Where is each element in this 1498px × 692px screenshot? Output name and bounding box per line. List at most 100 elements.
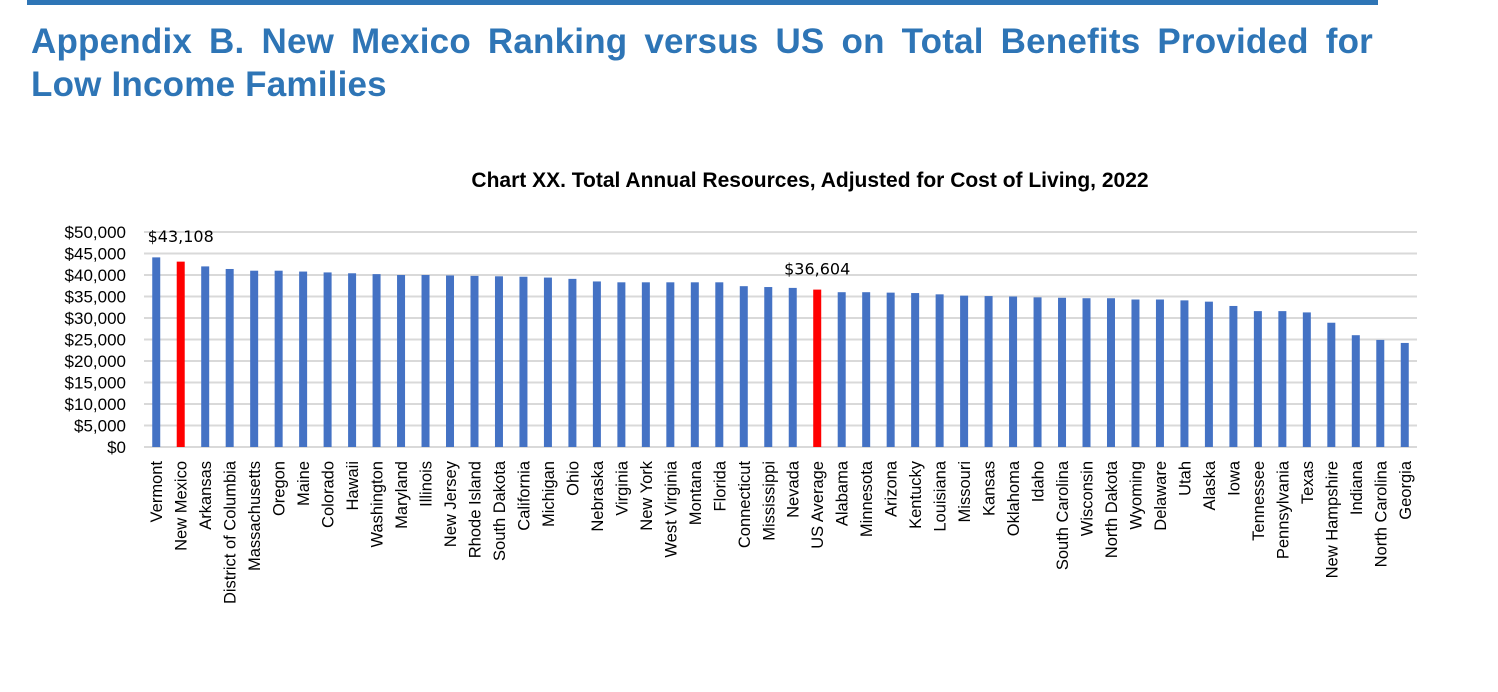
bar-missouri xyxy=(960,295,969,447)
bar-nevada xyxy=(788,287,797,447)
bar-new-hampshire xyxy=(1327,322,1336,447)
bar-oklahoma xyxy=(1009,296,1018,447)
x-tick-label: Rhode Island xyxy=(466,461,484,558)
bar-oregon xyxy=(274,270,283,447)
bar-south-carolina xyxy=(1058,297,1067,447)
x-tick-label: Indiana xyxy=(1348,460,1366,515)
x-tick-label: North Dakota xyxy=(1103,460,1121,558)
x-tick-label: Alaska xyxy=(1201,460,1219,510)
x-tick-label: Maine xyxy=(295,461,313,506)
bar-arizona xyxy=(886,292,895,447)
x-tick-label: Michigan xyxy=(540,461,558,527)
x-tick-label: North Carolina xyxy=(1372,460,1390,567)
bar-iowa xyxy=(1229,305,1238,447)
header-rule xyxy=(27,0,1378,5)
x-tick-label: Tennessee xyxy=(1250,461,1268,541)
bar-wisconsin xyxy=(1082,298,1091,447)
x-tick-label: Nevada xyxy=(785,460,803,518)
y-tick-label: $5,000 xyxy=(74,417,126,436)
bar-massachusetts xyxy=(250,270,259,447)
x-tick-label: Illinois xyxy=(418,461,436,507)
x-tick-label: Minnesota xyxy=(858,460,876,537)
bar-maryland xyxy=(397,275,406,447)
x-tick-label: New York xyxy=(638,460,656,530)
bar-north-dakota xyxy=(1106,298,1115,447)
bar-colorado xyxy=(323,272,332,447)
y-tick-label: $10,000 xyxy=(65,395,126,414)
x-tick-label: Washington xyxy=(369,461,387,548)
y-tick-label: $0 xyxy=(107,438,126,457)
x-tick-label: Vermont xyxy=(148,461,166,523)
x-tick-label: Arizona xyxy=(883,460,901,517)
bar-alaska xyxy=(1204,301,1213,447)
x-axis-tick-labels: Vermont New Mexico Arkansas District of Col… xyxy=(148,460,1415,604)
x-tick-label: New Mexico xyxy=(173,461,191,551)
bar-kansas xyxy=(984,296,993,447)
bar-alabama xyxy=(837,292,846,447)
bar-district-of-columbia xyxy=(225,268,234,447)
bar-minnesota xyxy=(862,292,871,447)
x-tick-label: Texas xyxy=(1299,461,1317,504)
bar-mississippi xyxy=(764,287,773,447)
x-tick-label: District of Columbia xyxy=(222,460,240,604)
x-tick-label: Delaware xyxy=(1152,461,1170,531)
x-tick-label: Pennsylvania xyxy=(1274,460,1292,559)
x-tick-label: South Dakota xyxy=(491,460,509,561)
x-tick-label: Kentucky xyxy=(907,460,925,529)
bar-indiana xyxy=(1351,335,1360,447)
bar-new-mexico xyxy=(176,261,185,447)
x-tick-label: Connecticut xyxy=(736,461,754,549)
bar-tennessee xyxy=(1253,311,1262,447)
bar-delaware xyxy=(1155,299,1164,447)
x-tick-label: Nebraska xyxy=(589,460,607,531)
bar-texas xyxy=(1302,312,1311,447)
y-tick-label: $40,000 xyxy=(65,266,126,285)
x-tick-label: Virginia xyxy=(613,460,631,516)
x-tick-label: Alabama xyxy=(834,460,852,526)
x-tick-label: New Hampshire xyxy=(1323,461,1341,578)
bar-florida xyxy=(715,282,724,447)
bar-utah xyxy=(1180,300,1189,447)
x-tick-label: Hawaii xyxy=(344,461,362,511)
bar-rhode-island xyxy=(470,275,479,447)
bar-pennsylvania xyxy=(1278,311,1287,447)
y-tick-label: $25,000 xyxy=(65,331,126,350)
x-tick-label: Maryland xyxy=(393,461,411,529)
x-tick-label: Utah xyxy=(1176,461,1194,496)
y-tick-label: $30,000 xyxy=(65,309,126,328)
x-tick-label: California xyxy=(515,460,533,531)
x-tick-label: Missouri xyxy=(956,461,974,522)
bar-new-jersey xyxy=(446,275,455,447)
bar-washington xyxy=(372,274,381,447)
bar-west-virginia xyxy=(666,282,675,447)
x-tick-label: West Virginia xyxy=(662,460,680,557)
chart-title: Chart XX. Total Annual Resources, Adjust… xyxy=(471,169,1148,192)
bar-idaho xyxy=(1033,297,1042,447)
x-tick-label: Ohio xyxy=(564,461,582,496)
y-tick-label: $45,000 xyxy=(65,245,126,264)
page-heading: Appendix B. New Mexico Ranking versus US… xyxy=(31,22,1373,104)
x-tick-label: Wisconsin xyxy=(1079,461,1097,536)
bar-new-york xyxy=(641,282,650,447)
bar-north-carolina xyxy=(1376,339,1385,447)
x-tick-label: Louisiana xyxy=(932,460,950,531)
y-tick-label: $50,000 xyxy=(65,223,126,242)
bar-montana xyxy=(690,282,699,447)
x-tick-label: Kansas xyxy=(981,461,999,516)
data-label: $43,108 xyxy=(148,227,214,246)
bar-georgia xyxy=(1400,342,1409,447)
x-tick-label: US Average xyxy=(809,461,827,549)
bar-michigan xyxy=(543,277,552,447)
bar-us-average xyxy=(813,289,822,447)
x-tick-label: New Jersey xyxy=(442,460,460,547)
bar-wyoming xyxy=(1131,299,1140,447)
bar-hawaii xyxy=(348,273,357,447)
x-tick-label: Florida xyxy=(711,460,729,511)
data-labels: $43,108 $36,604 xyxy=(148,227,851,279)
bar-kentucky xyxy=(911,293,920,447)
x-tick-label: Oregon xyxy=(271,461,289,516)
bar-nebraska xyxy=(592,281,601,447)
gridlines xyxy=(144,231,1417,448)
x-tick-label: Wyoming xyxy=(1127,461,1145,530)
